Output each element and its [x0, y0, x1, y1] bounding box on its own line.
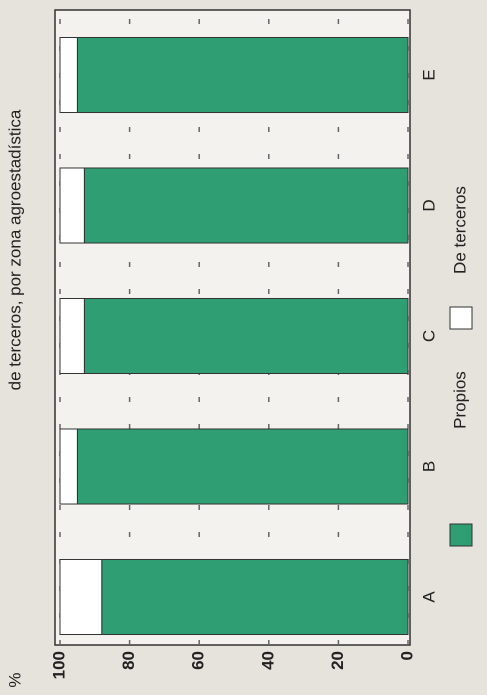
y-tick-label: 0	[397, 651, 416, 660]
bar-segment	[59, 428, 78, 505]
bar-segment	[83, 297, 409, 375]
y-axis-label: %	[5, 672, 24, 687]
x-tick-label: A	[419, 591, 438, 603]
x-tick-label: B	[419, 461, 438, 472]
bar-segment	[59, 297, 85, 375]
bar-segment	[59, 558, 103, 636]
x-tick-label: D	[419, 199, 438, 211]
legend-swatch	[449, 306, 473, 330]
y-tick-label: 20	[328, 651, 347, 670]
y-tick-label: 100	[49, 651, 68, 679]
y-tick-label: 60	[189, 651, 208, 670]
bar-segment	[101, 558, 409, 636]
x-tick-label: C	[419, 330, 438, 342]
chart-title: de terceros, por zona agroestadística	[5, 109, 24, 390]
bar-segment	[59, 36, 78, 114]
bar-segment	[83, 167, 409, 244]
y-tick-label: 80	[119, 651, 138, 670]
y-tick-label: 40	[258, 651, 277, 670]
bar-segment	[76, 36, 409, 114]
legend-label: Propios	[450, 371, 469, 429]
legend-label: De terceros	[450, 186, 469, 274]
legend-swatch	[449, 523, 473, 547]
bar-segment	[59, 167, 85, 244]
x-tick-label: E	[419, 69, 438, 80]
rotated-chart: de terceros, por zona agroestadística % …	[5, 9, 473, 688]
bar-segment	[76, 428, 409, 505]
